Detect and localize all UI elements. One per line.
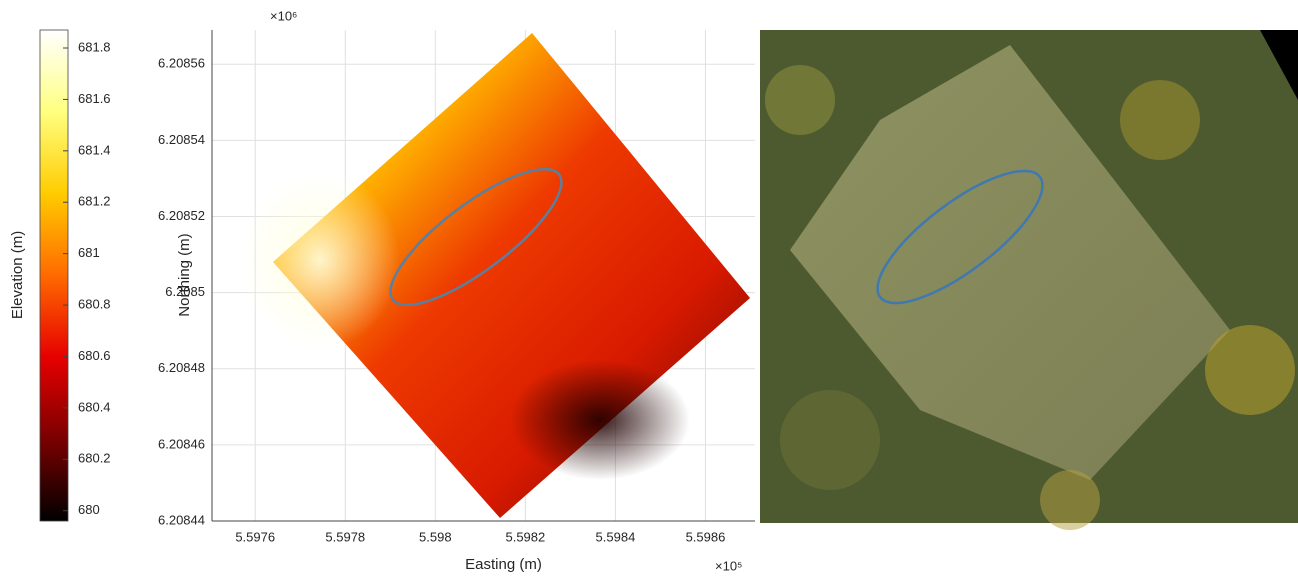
photo-trees [1205,325,1295,415]
colorbar: Elevation (m) 680 680.2 680.4 680.6 680.8 681… [9,30,111,521]
x-tick-label: 5.5986 [686,529,726,544]
colorbar-tick-label: 680.2 [78,451,111,466]
x-tick-label: 5.598 [419,529,452,544]
y-tick-label: 6.20844 [158,512,205,527]
raster-shade [510,360,690,480]
colorbar-label: Elevation (m) [9,231,26,319]
y-tick-label: 6.20848 [158,360,205,375]
photo-trees [1120,80,1200,160]
colorbar-fill [40,30,68,521]
y-tick-label: 6.20856 [158,56,205,71]
colorbar-tick-label: 680 [78,502,100,517]
x-axis-label: Easting (m) [465,556,542,573]
colorbar-tick-label: 681.6 [78,91,111,106]
photo-trees [1040,470,1100,530]
colorbar-tick-label: 681.2 [78,194,111,209]
y-tick-label: 6.20852 [158,208,205,223]
x-tick-label: 5.5976 [235,529,275,544]
aerial-photo [760,30,1298,530]
y-tick-label: 6.20846 [158,436,205,451]
figure: Elevation (m) 680 680.2 680.4 680.6 680.8 681… [0,0,1298,578]
photo-trees [765,65,835,135]
raster-shade [240,170,400,350]
colorbar-tick-label: 680.4 [78,399,111,414]
colorbar-tick-label: 680.8 [78,297,111,312]
colorbar-tick-label: 680.6 [78,348,111,363]
colorbar-tick-label: 681.4 [78,142,111,157]
y-axis-label: Northing (m) [176,233,193,316]
x-tick-label: 5.5978 [325,529,365,544]
x-multiplier: ×10⁵ [715,558,742,573]
colorbar-tick-label: 681 [78,245,100,260]
x-tick-label: 5.5982 [505,529,545,544]
y-tick-label: 6.20854 [158,132,205,147]
colorbar-tick-label: 681.8 [78,39,111,54]
y-multiplier: ×10⁶ [270,8,297,23]
x-tick-label: 5.5984 [596,529,636,544]
photo-trees [780,390,880,490]
